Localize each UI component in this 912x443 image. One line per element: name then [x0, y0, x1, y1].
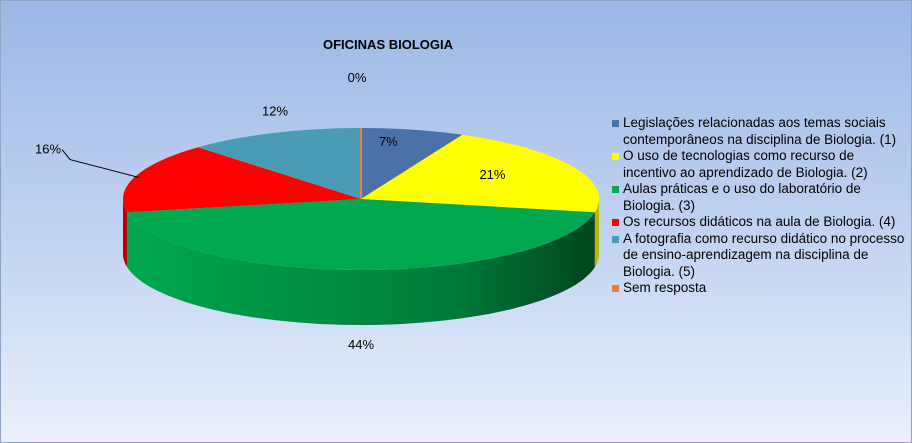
legend-item-5: A fotografia como recurso didático no pr… — [612, 231, 907, 281]
data-label-6: 0% — [348, 70, 367, 85]
legend-swatch-4 — [612, 219, 619, 226]
data-label-2: 21% — [479, 167, 505, 182]
legend-item-4: Os recursos didáticos na aula de Biologi… — [612, 214, 907, 231]
data-label-4: 16% — [35, 142, 61, 157]
legend-item-3: Aulas práticas e o uso do laboratório de… — [612, 181, 907, 214]
legend-item-6: Sem resposta — [612, 280, 907, 297]
legend-swatch-1 — [612, 120, 619, 127]
pie-slice-2 — [361, 134, 599, 213]
chart-title: OFICINAS BIOLOGIA — [323, 37, 453, 52]
legend-item-2: O uso de tecnologias como recurso de inc… — [612, 148, 907, 181]
data-label-1: 7% — [379, 134, 398, 149]
legend-swatch-2 — [612, 153, 619, 160]
legend-swatch-5 — [612, 235, 619, 243]
legend-label-1: Legislações relacionadas aos temas socia… — [623, 115, 897, 147]
data-label-5: 12% — [262, 104, 288, 119]
legend-label-4: Os recursos didáticos na aula de Biologi… — [623, 214, 896, 229]
legend-label-5: A fotografia como recurso didático no pr… — [623, 230, 905, 279]
legend-swatch-6 — [612, 285, 619, 292]
pie-slice-3 — [127, 199, 595, 271]
legend-label-2: O uso de tecnologias como recurso de inc… — [623, 148, 868, 180]
legend-label-6: Sem resposta — [623, 280, 707, 295]
legend-label-3: Aulas práticas e o uso do laboratório de… — [623, 181, 861, 213]
pie-slice-side-4 — [123, 199, 128, 268]
pie-slice-1 — [361, 128, 463, 199]
legend-item-1: Legislações relacionadas aos temas socia… — [612, 115, 907, 148]
data-label-3: 44% — [348, 337, 374, 352]
pie-slice-4 — [123, 147, 361, 213]
leader-line — [61, 149, 140, 178]
pie-slice-side-2 — [594, 199, 599, 268]
legend: Legislações relacionadas aos temas socia… — [612, 115, 907, 297]
pie-slice-side-3 — [127, 212, 595, 325]
pie-slice-5 — [198, 128, 361, 199]
legend-swatch-3 — [612, 186, 619, 193]
